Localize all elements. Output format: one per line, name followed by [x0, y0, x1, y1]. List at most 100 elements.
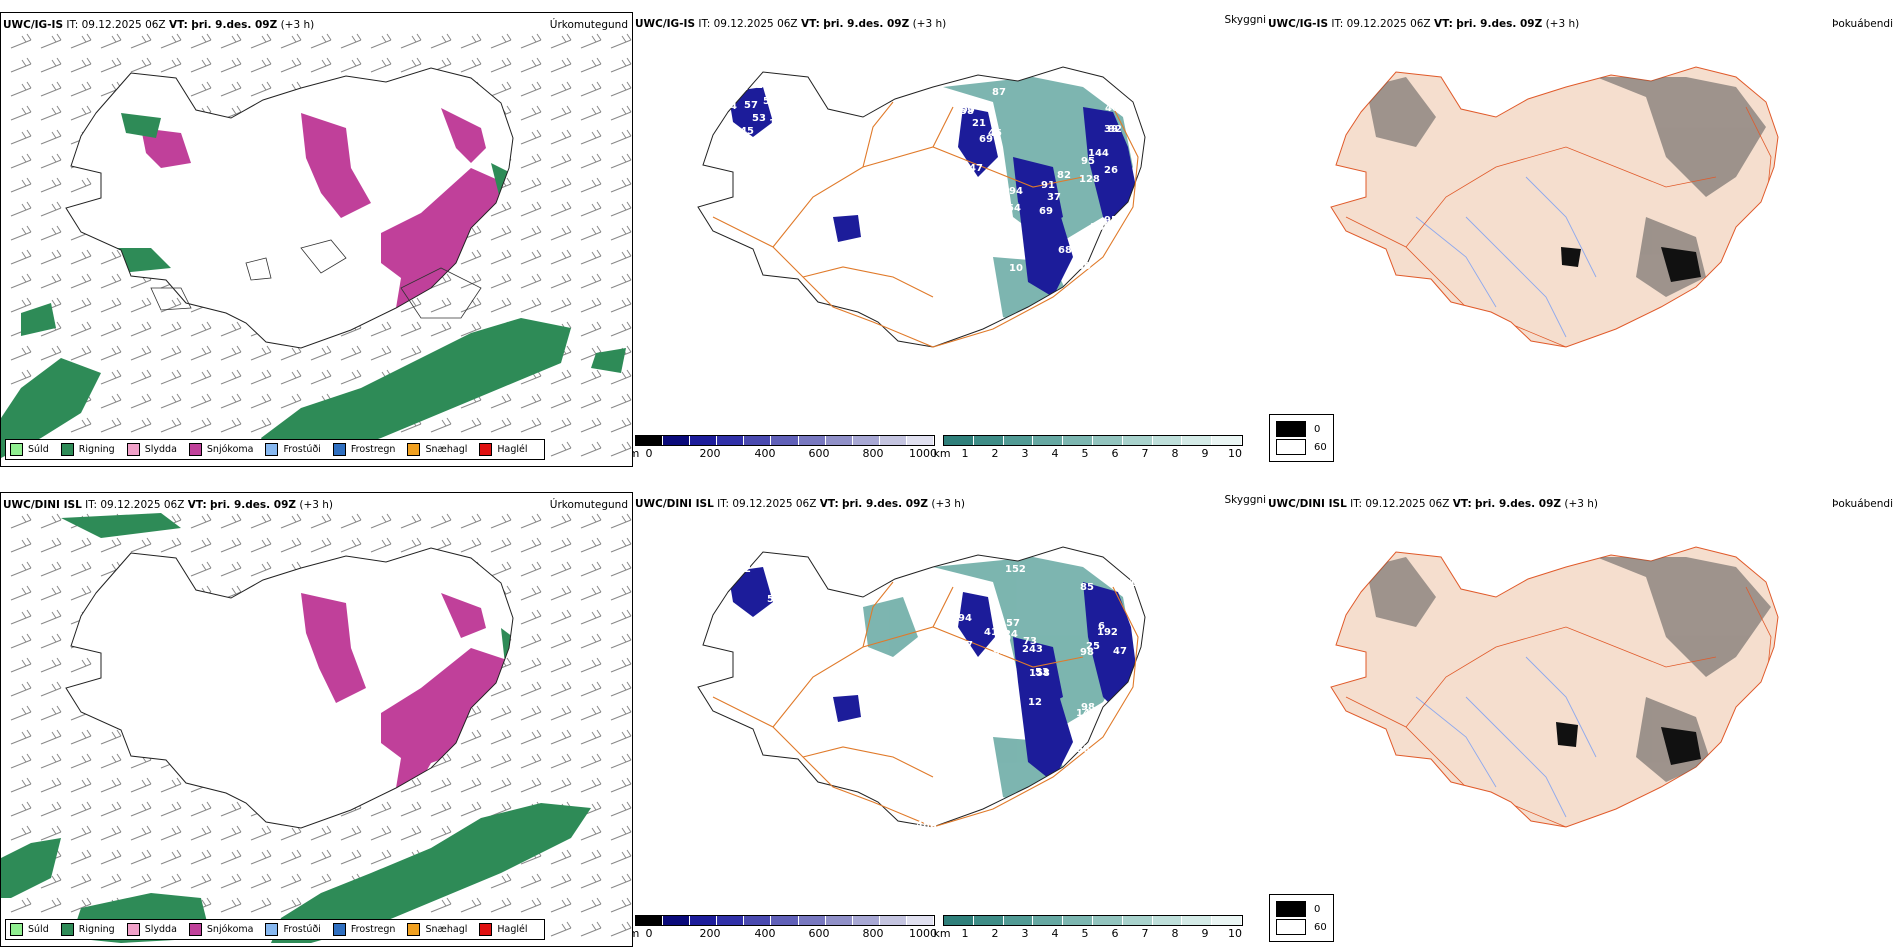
ceiling-value-label: 12: [1028, 697, 1042, 708]
wind-barb: [340, 57, 362, 73]
ceiling-value-label: 69: [979, 134, 993, 145]
ceiling-value-label: 488: [896, 353, 917, 364]
ceiling-areas: [728, 87, 1138, 297]
wind-barb: [70, 105, 92, 121]
colorbar-step: [663, 436, 691, 445]
wind-barb: [520, 729, 542, 745]
ceiling-value-label: 72: [903, 837, 917, 848]
ceiling-value-label: 26: [1104, 165, 1118, 176]
visibility-map: 59 57 98 73 72 51 57 113 158 60 74 94 85 58 58 44 41 47 53…: [697, 546, 1146, 888]
fog-legend: 0 60: [1269, 894, 1334, 942]
colorbar-step: [1212, 436, 1242, 445]
wind-barb: [100, 321, 122, 337]
wind-barb: [490, 801, 512, 817]
wind-barb: [130, 393, 152, 409]
wind-barb: [10, 57, 32, 73]
wind-barb: [190, 81, 212, 97]
wind-barb: [400, 57, 422, 73]
wind-barb: [430, 417, 452, 433]
ceiling-value-label: 45: [740, 126, 754, 137]
wind-barb: [550, 225, 572, 241]
wind-barb: [580, 681, 602, 697]
wind-barb: [490, 393, 512, 409]
wind-barb: [580, 537, 602, 553]
wind-barb: [160, 537, 182, 553]
wind-barb: [460, 897, 482, 913]
wind-barb: [490, 873, 512, 889]
wind-barb: [580, 825, 602, 841]
wind-barb: [10, 537, 32, 553]
wind-barb: [610, 393, 632, 409]
wind-barb: [550, 105, 572, 121]
ceiling-value-label: 87: [992, 87, 1006, 98]
wind-barb: [250, 897, 272, 913]
wind-barb: [190, 849, 212, 865]
ceiling-value-label: 54: [772, 600, 786, 611]
wind-barb: [310, 849, 332, 865]
fog-panel-ig: UWC/IG-IS IT: 09.12.2025 06Z VT: þri. 9.…: [1266, 12, 1899, 467]
ceiling-value-label: 47: [969, 163, 983, 174]
wind-barb: [70, 417, 92, 433]
wind-barb: [580, 513, 602, 529]
wind-barb: [430, 297, 452, 313]
ceiling-value-label: 124: [997, 629, 1018, 640]
wind-barb: [400, 345, 422, 361]
wind-barb: [400, 801, 422, 817]
wind-barb: [430, 321, 452, 337]
ceiling-value-label: 54: [1007, 203, 1021, 214]
wind-barb: [10, 177, 32, 193]
wind-barb: [310, 825, 332, 841]
wind-barb: [550, 417, 572, 433]
wind-barb: [70, 777, 92, 793]
wind-barb: [130, 369, 152, 385]
wind-barb: [70, 321, 92, 337]
wind-barb: [550, 369, 572, 385]
wind-barb: [340, 825, 362, 841]
colorbar-step: [1033, 916, 1064, 925]
wind-barb: [610, 609, 632, 625]
colorbar-step: [852, 436, 880, 445]
wind-barb: [40, 105, 62, 121]
ceiling-values: 5358261077458792821089194951285855403937…: [723, 80, 1154, 407]
wind-barb: [10, 225, 32, 241]
wind-barb: [100, 873, 122, 889]
wind-barb: [580, 417, 602, 433]
ceiling-value-label: 57: [1006, 618, 1020, 629]
wind-barb: [610, 513, 632, 529]
colorbar-step: [771, 436, 799, 445]
ceiling-value-label: 141: [1076, 708, 1097, 719]
wind-barb: [100, 417, 122, 433]
wind-barb: [160, 873, 182, 889]
colorbar-step: [1182, 436, 1213, 445]
colorbar-step: [879, 916, 907, 925]
wind-barb: [460, 417, 482, 433]
wind-barb: [550, 705, 572, 721]
wind-barb: [370, 33, 392, 49]
legend-item-drizzle: Súld: [10, 923, 49, 936]
ceiling-value-label: 58: [904, 372, 918, 383]
wind-barb: [490, 225, 512, 241]
wind-barb: [610, 897, 632, 913]
wind-barb: [520, 225, 542, 241]
wind-barb: [220, 513, 242, 529]
wind-barb: [280, 897, 302, 913]
ceiling-value-label: 25: [1086, 641, 1100, 652]
wind-barb: [190, 57, 212, 73]
wind-barb: [460, 297, 482, 313]
wind-barb: [580, 705, 602, 721]
wind-barb: [220, 849, 242, 865]
wind-barb: [520, 201, 542, 217]
wind-barb: [100, 825, 122, 841]
legend-item-rain: Rigning: [60, 923, 115, 936]
wind-barb: [550, 201, 572, 217]
wind-barb: [610, 129, 632, 145]
colorbar-step: [944, 916, 974, 925]
wind-barb: [610, 633, 632, 649]
wind-barb: [460, 57, 482, 73]
ceiling-value-label: 98: [1080, 647, 1094, 658]
wind-barb: [160, 345, 182, 361]
wind-barb: [10, 33, 32, 49]
wind-barb: [610, 417, 632, 433]
wind-barb: [10, 561, 32, 577]
ceiling-value-label: 128: [1079, 174, 1100, 185]
